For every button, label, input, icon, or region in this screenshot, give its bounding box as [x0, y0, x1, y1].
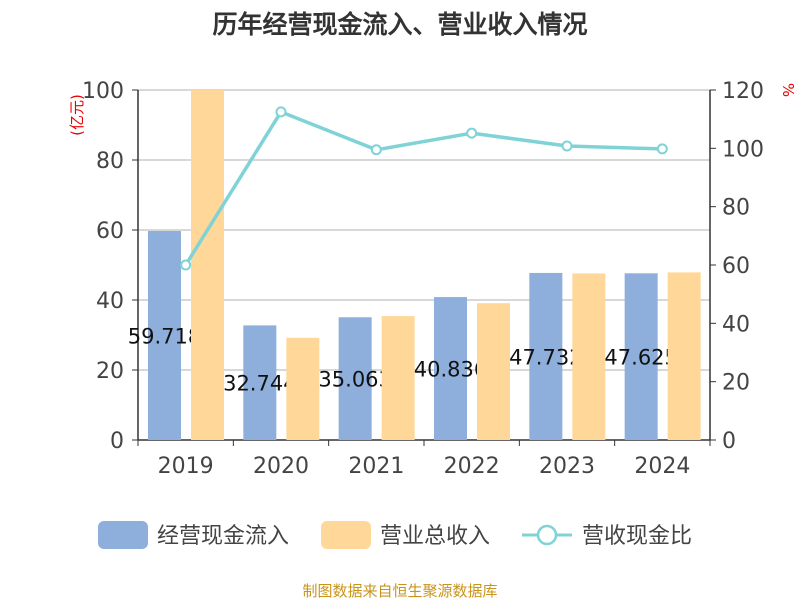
x-tick-label: 2021 [348, 454, 404, 479]
cash-inflow-bar [434, 297, 467, 440]
right-tick-label: 80 [722, 196, 750, 221]
cash-inflow-data-label: 35.063 [318, 368, 391, 392]
left-tick-label: 20 [96, 359, 124, 384]
x-tick-label: 2024 [634, 454, 690, 479]
right-tick-label: 60 [722, 254, 750, 279]
left-axis-label: (亿元) [68, 94, 86, 136]
cash-inflow-bar [338, 317, 372, 440]
right-tick-label: 0 [722, 429, 736, 454]
revenue-bar [667, 272, 701, 440]
left-tick-label: 40 [96, 289, 124, 314]
legend-swatch-revenue [321, 521, 371, 549]
ratio-point [656, 143, 668, 155]
ratio-line [184, 109, 663, 266]
legend-label-revenue: 营业总收入 [380, 524, 490, 549]
right-tick-label: 100 [722, 137, 764, 162]
source-note: 制图数据来自恒生聚源数据库 [302, 582, 497, 600]
cash-inflow-bar [243, 325, 277, 440]
revenue-bar [286, 337, 320, 440]
ratio-point [370, 144, 382, 156]
right-axis-label: % [779, 83, 797, 97]
right-tick-label: 20 [722, 371, 750, 396]
x-tick-label: 2020 [253, 454, 309, 479]
left-tick-label: 100 [82, 79, 124, 104]
x-tick-label: 2023 [539, 454, 595, 479]
right-tick-label: 120 [722, 79, 764, 104]
cash-inflow-bar [529, 272, 563, 440]
revenue-bar [191, 90, 224, 440]
cash-inflow-bar [624, 273, 658, 440]
x-tick-label: 2022 [444, 454, 500, 479]
legend-label-ratio: 营收现金比 [582, 524, 692, 549]
chart-title: 历年经营现金流入、营业收入情况 [212, 10, 587, 39]
cash-inflow-data-label: 32.744 [223, 372, 296, 396]
legend-swatch-cash-inflow [98, 521, 148, 549]
revenue-bar [572, 273, 606, 440]
x-tick-label: 2019 [158, 454, 214, 479]
revenue-bar [477, 303, 510, 440]
cash-inflow-data-label: 59.718 [128, 324, 201, 348]
cash-inflow-data-label: 40.836 [414, 358, 487, 382]
ratio-point [275, 106, 287, 118]
ratio-point [561, 140, 573, 152]
ratio-point [180, 259, 192, 271]
cash-inflow-data-label: 47.732 [509, 345, 582, 369]
cash-inflow-bar [148, 230, 181, 440]
right-tick-label: 40 [722, 312, 750, 337]
legend-marker-ratio [536, 524, 558, 546]
ratio-point [466, 127, 478, 139]
left-tick-label: 80 [96, 149, 124, 174]
cash-inflow-data-label: 47.625 [604, 346, 677, 370]
revenue-bar [381, 316, 415, 440]
legend-label-cash-inflow: 经营现金流入 [157, 524, 289, 549]
left-tick-label: 60 [96, 219, 124, 244]
left-tick-label: 0 [110, 429, 124, 454]
